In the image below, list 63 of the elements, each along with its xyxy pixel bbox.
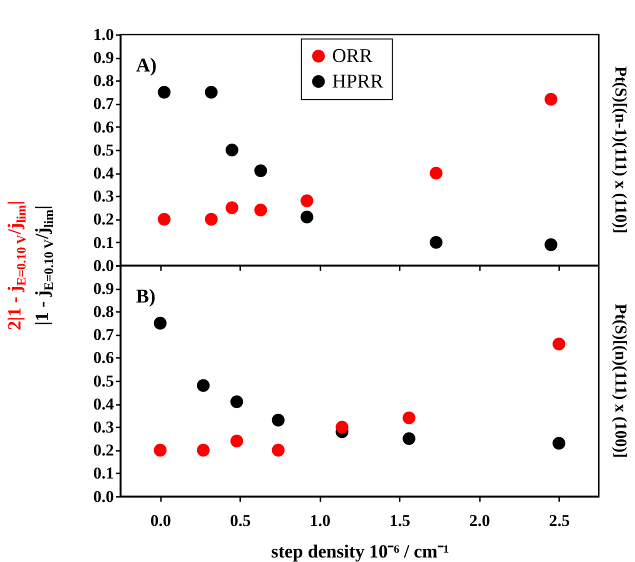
y-tick-label: 0.2 bbox=[93, 440, 114, 460]
point bbox=[158, 86, 171, 99]
y-tick-label: 0.0 bbox=[93, 486, 114, 506]
y-tick-label: 0.5 bbox=[93, 140, 114, 160]
y-tick-label: 0.8 bbox=[93, 71, 114, 90]
y-tick-label: 0.4 bbox=[93, 394, 114, 414]
point bbox=[336, 420, 348, 434]
annotation: B) bbox=[136, 286, 156, 308]
legend-label: HPRR bbox=[332, 71, 384, 92]
point bbox=[204, 86, 218, 99]
text: 2|1 - jE=0.10 V/jlim| bbox=[4, 200, 28, 330]
point bbox=[272, 444, 285, 457]
point bbox=[430, 236, 443, 249]
y-tick-label: 1.0 bbox=[93, 24, 114, 44]
point bbox=[402, 412, 416, 424]
y-tick-label: 0.6 bbox=[93, 348, 114, 368]
legend-label: ORR bbox=[332, 46, 374, 67]
y-tick-label: 0.7 bbox=[93, 94, 114, 114]
x-tick-label: 0.0 bbox=[150, 511, 172, 530]
y-tick-label: 0.7 bbox=[93, 325, 114, 344]
y-tick-label: 0.4 bbox=[93, 163, 114, 182]
point bbox=[158, 212, 171, 226]
point bbox=[552, 436, 566, 450]
point bbox=[300, 210, 314, 224]
y-tick-label: 0.8 bbox=[93, 302, 114, 322]
x-tick-label: 1.0 bbox=[310, 511, 331, 530]
point bbox=[254, 164, 268, 178]
point bbox=[154, 444, 167, 457]
y2-axis-title: Pt(S)[(n)(111) x (100)] bbox=[611, 304, 630, 458]
x-tick-label: 2.0 bbox=[469, 511, 490, 530]
annotation: A) bbox=[136, 56, 157, 77]
y-tick-label: 0.1 bbox=[93, 464, 114, 483]
point bbox=[196, 379, 210, 392]
point bbox=[196, 444, 210, 457]
point bbox=[230, 434, 244, 448]
point bbox=[300, 194, 314, 208]
point bbox=[544, 92, 558, 106]
point bbox=[230, 395, 244, 408]
y-tick-label: 0.5 bbox=[93, 371, 114, 390]
point bbox=[226, 201, 238, 214]
point bbox=[272, 414, 285, 427]
x-tick-label: 2.5 bbox=[549, 511, 570, 530]
point bbox=[544, 238, 558, 252]
y-axis-title: |1 - jE=0.10 V/jlim| bbox=[32, 205, 56, 326]
y-tick-label: 0.2 bbox=[93, 210, 114, 229]
y2-axis-title: Pt(S)[(n-1)(111) x (110)] bbox=[611, 66, 630, 234]
y-tick-label: 0.3 bbox=[93, 186, 114, 206]
point bbox=[402, 432, 416, 446]
point bbox=[154, 316, 167, 330]
point bbox=[430, 166, 443, 180]
y-tick-label: 0.1 bbox=[93, 232, 114, 252]
y-tick-label: 0.6 bbox=[93, 117, 114, 136]
point bbox=[254, 204, 268, 216]
y-tick-label: 0.9 bbox=[93, 48, 114, 68]
point bbox=[226, 144, 238, 156]
x-tick-label: 1.5 bbox=[390, 511, 410, 530]
y-tick-label: 0.9 bbox=[93, 278, 114, 298]
y-tick-label: 0.0 bbox=[93, 256, 114, 275]
y-tick-label: 0.3 bbox=[93, 417, 114, 436]
point bbox=[552, 338, 566, 350]
point bbox=[204, 212, 218, 226]
x-tick-label: 0.5 bbox=[230, 511, 251, 530]
x-axis-title: step density 10⁻⁶ / cm⁻¹ bbox=[271, 542, 450, 562]
